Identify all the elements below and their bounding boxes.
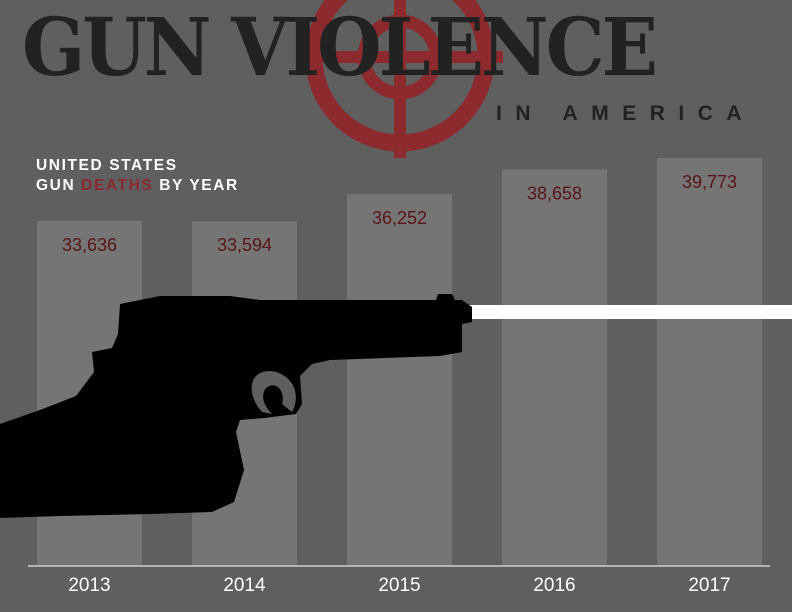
x-tick-label-2014: 2014 [223,575,266,596]
pistol-icon [0,294,472,518]
chart-heading-suffix: BY YEAR [153,177,239,194]
chart-heading-line2: GUN DEATHS BY YEAR [36,176,239,196]
crosshair-icon [297,0,503,158]
bullet-trail [466,305,792,319]
chart-heading-highlight: DEATHS [81,177,154,194]
x-tick-label-group: 2013 2014 2015 2016 2017 [68,575,730,596]
value-label-group: 33,636 33,594 36,252 38,658 39,773 [62,172,737,255]
x-tick-label-2016: 2016 [533,575,575,596]
bar-2015 [347,194,452,565]
bar-2016 [502,169,607,565]
value-label-2016: 38,658 [527,183,582,203]
x-tick-label-2013: 2013 [68,575,110,596]
bar-group [37,158,762,566]
x-tick-label-2017: 2017 [688,575,730,596]
page-subtitle: IN AMERICA [496,102,756,125]
bar-2017 [657,158,762,565]
chart-heading: UNITED STATES GUN DEATHS BY YEAR [36,156,239,196]
value-label-2017: 39,773 [682,172,737,192]
value-label-2015: 36,252 [372,208,427,228]
chart-heading-prefix: GUN [36,177,82,194]
page-title: GUN VIOLENCE [22,1,658,95]
chart-heading-line1: UNITED STATES [36,157,178,174]
x-tick-label-2015: 2015 [378,575,420,596]
value-label-2014: 33,594 [217,235,272,255]
value-label-2013: 33,636 [62,235,117,255]
